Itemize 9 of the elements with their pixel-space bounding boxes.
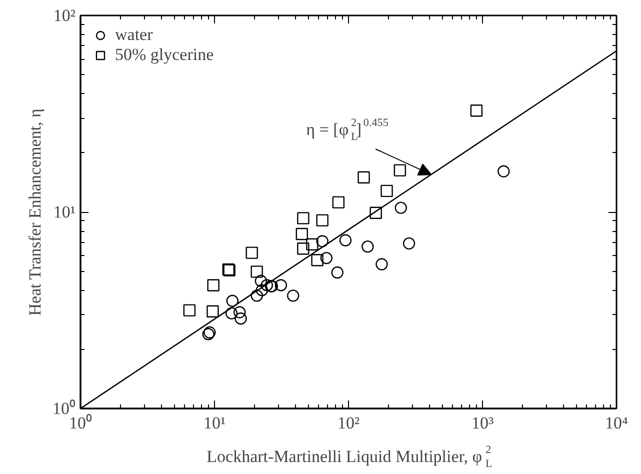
x-tick-label: 10² (337, 414, 360, 432)
y-axis-title: Heat Transfer Enhancement, η (26, 108, 44, 316)
x-tick-label: 10⁴ (605, 414, 628, 432)
legend-label: water (115, 25, 153, 45)
legend-label: 50% glycerine (115, 45, 214, 65)
y-tick-label: 10¹ (53, 202, 76, 222)
y-tick-label: 10² (53, 6, 76, 25)
x-tick-label: 10¹ (203, 414, 226, 432)
x-tick-label: 10³ (471, 414, 494, 432)
